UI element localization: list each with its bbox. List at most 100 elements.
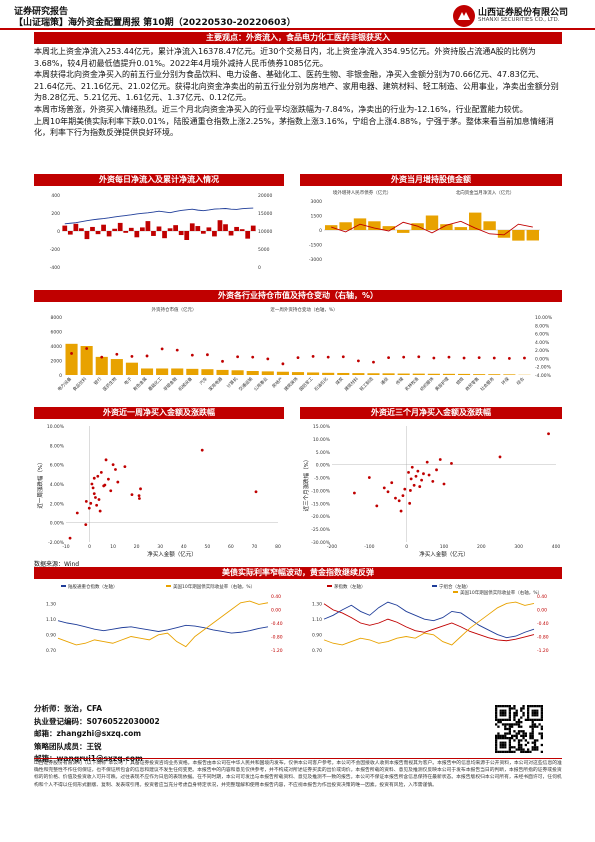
qr-cell [513, 730, 516, 733]
qr-cell [533, 746, 537, 749]
qr-cell [499, 734, 502, 737]
chart5-title: 外资近三个月净买入金额及涨跌幅 [300, 407, 562, 419]
qr-cell [522, 750, 525, 753]
y-tick-label: 1.30 [312, 602, 322, 608]
qr-cell [504, 741, 507, 744]
qr-cell [508, 725, 511, 728]
qr-cell [515, 732, 518, 735]
legend-swatch [61, 585, 66, 587]
holding-bar [140, 368, 154, 375]
y-tick-label: 1.10 [312, 617, 322, 623]
x-tick-label: 40 [181, 544, 187, 550]
qr-cell [533, 741, 537, 744]
chart3-title: 外资各行业持仓市值及持仓变动（右轴，%） [34, 290, 562, 302]
data-point [397, 499, 401, 503]
qr-cell [515, 737, 518, 740]
qr-cell [531, 705, 534, 708]
qr-cell [495, 723, 498, 726]
qr-cell [520, 721, 523, 724]
daily-bar [223, 224, 228, 231]
qr-cell [533, 748, 537, 751]
qr-cell [508, 716, 511, 719]
qr-cell [540, 750, 543, 753]
x-tick-label: -200 [327, 544, 337, 550]
qr-cell [504, 743, 507, 747]
qr-cell [524, 743, 527, 747]
industry-label: 电子 [122, 375, 134, 387]
daily-bar [123, 231, 129, 233]
qr-cell [515, 748, 518, 751]
qr-cell [531, 725, 534, 728]
holding-bar [322, 372, 335, 375]
data-point [353, 491, 356, 495]
qr-cell [533, 739, 537, 742]
data-point [94, 496, 97, 499]
qr-cell [522, 734, 525, 737]
chart4-title: 外资近一周净买入金额及涨跌幅 [34, 407, 284, 419]
y-tick-label: 0.70 [46, 648, 56, 654]
change-marker [387, 356, 390, 359]
qr-cell [499, 721, 502, 724]
y-tick-label: 0.00% [50, 521, 65, 527]
industry-label: 传媒 [394, 375, 406, 387]
qr-cell [540, 725, 543, 728]
y-tick-label: -2.00% [48, 540, 65, 546]
industry-label: 轻工制造 [358, 375, 376, 393]
analyst-info: 分析师：张治，CFA 执业登记编码：S0760522030002 邮箱：zhan… [34, 703, 562, 763]
qr-cell [533, 725, 537, 728]
qr-cell [527, 716, 530, 719]
y2-tick-label: 4.00% [535, 340, 550, 346]
y-tick-label: 6.00% [50, 463, 65, 469]
data-point [390, 481, 394, 485]
y2-tick-label: 0.00% [535, 356, 550, 362]
qr-cell [515, 714, 518, 717]
qr-cell [513, 734, 516, 737]
data-point [382, 486, 386, 490]
x-tick-label: 70 [252, 544, 258, 550]
cumulative-line [64, 207, 254, 225]
qr-cell [511, 750, 514, 753]
y2-tick-label: 15000 [258, 211, 272, 217]
industry-label: 建筑材料 [343, 375, 361, 393]
change-marker [160, 347, 164, 351]
qr-cell [531, 732, 534, 735]
y-tick-label: 0 [59, 373, 62, 379]
industry-label: 非银金融 [162, 375, 180, 393]
change-marker [372, 360, 375, 364]
data-point [92, 492, 96, 496]
qr-cell [511, 707, 514, 710]
daily-inflow-chart: -400 -200 0 200 400 0 5000 10000 15000 20000 [50, 193, 273, 271]
x-tick-label: 300 [514, 544, 523, 550]
bond-bar [497, 230, 511, 238]
legend-swatch [327, 585, 332, 587]
qr-cell [517, 723, 521, 726]
qr-cell [497, 721, 500, 724]
industry-label: 商贸零售 [463, 375, 480, 392]
y2-tick-label: 10000 [258, 229, 272, 235]
logo-icon [453, 5, 475, 27]
y2-tick-label: 5000 [258, 247, 270, 253]
industry-label: 煤炭 [334, 375, 346, 387]
x-tick-label: 400 [552, 544, 561, 550]
report-title: 【山证瑞策】海外资金配置周报 第10期（20220530-20220603） [14, 18, 296, 28]
data-point [375, 504, 379, 508]
qr-cell [499, 741, 502, 744]
qr-cell [531, 734, 534, 737]
industry-label: 纺织服饰 [418, 375, 436, 393]
qr-cell [540, 709, 543, 712]
qr-cell [515, 721, 518, 724]
x-axis-label: 净买入金额（亿元） [147, 550, 197, 558]
analyst-email[interactable]: 邮箱：zhangzhi@sxzq.com [34, 729, 142, 738]
data-point [442, 482, 446, 486]
industry-label: 银行 [92, 375, 104, 387]
qr-cell [511, 734, 514, 737]
qr-cell [504, 718, 507, 721]
x-tick-label: 200 [477, 544, 486, 550]
qr-cell [513, 716, 516, 719]
industry-label: 建筑装饰 [282, 375, 300, 393]
daily-bar [117, 222, 123, 231]
y2-tick-label: -2.00% [535, 365, 552, 371]
x-tick-label: 0 [405, 544, 408, 550]
data-point [139, 487, 142, 491]
y-axis-label: 近三个月涨跌幅（%） [302, 457, 310, 512]
